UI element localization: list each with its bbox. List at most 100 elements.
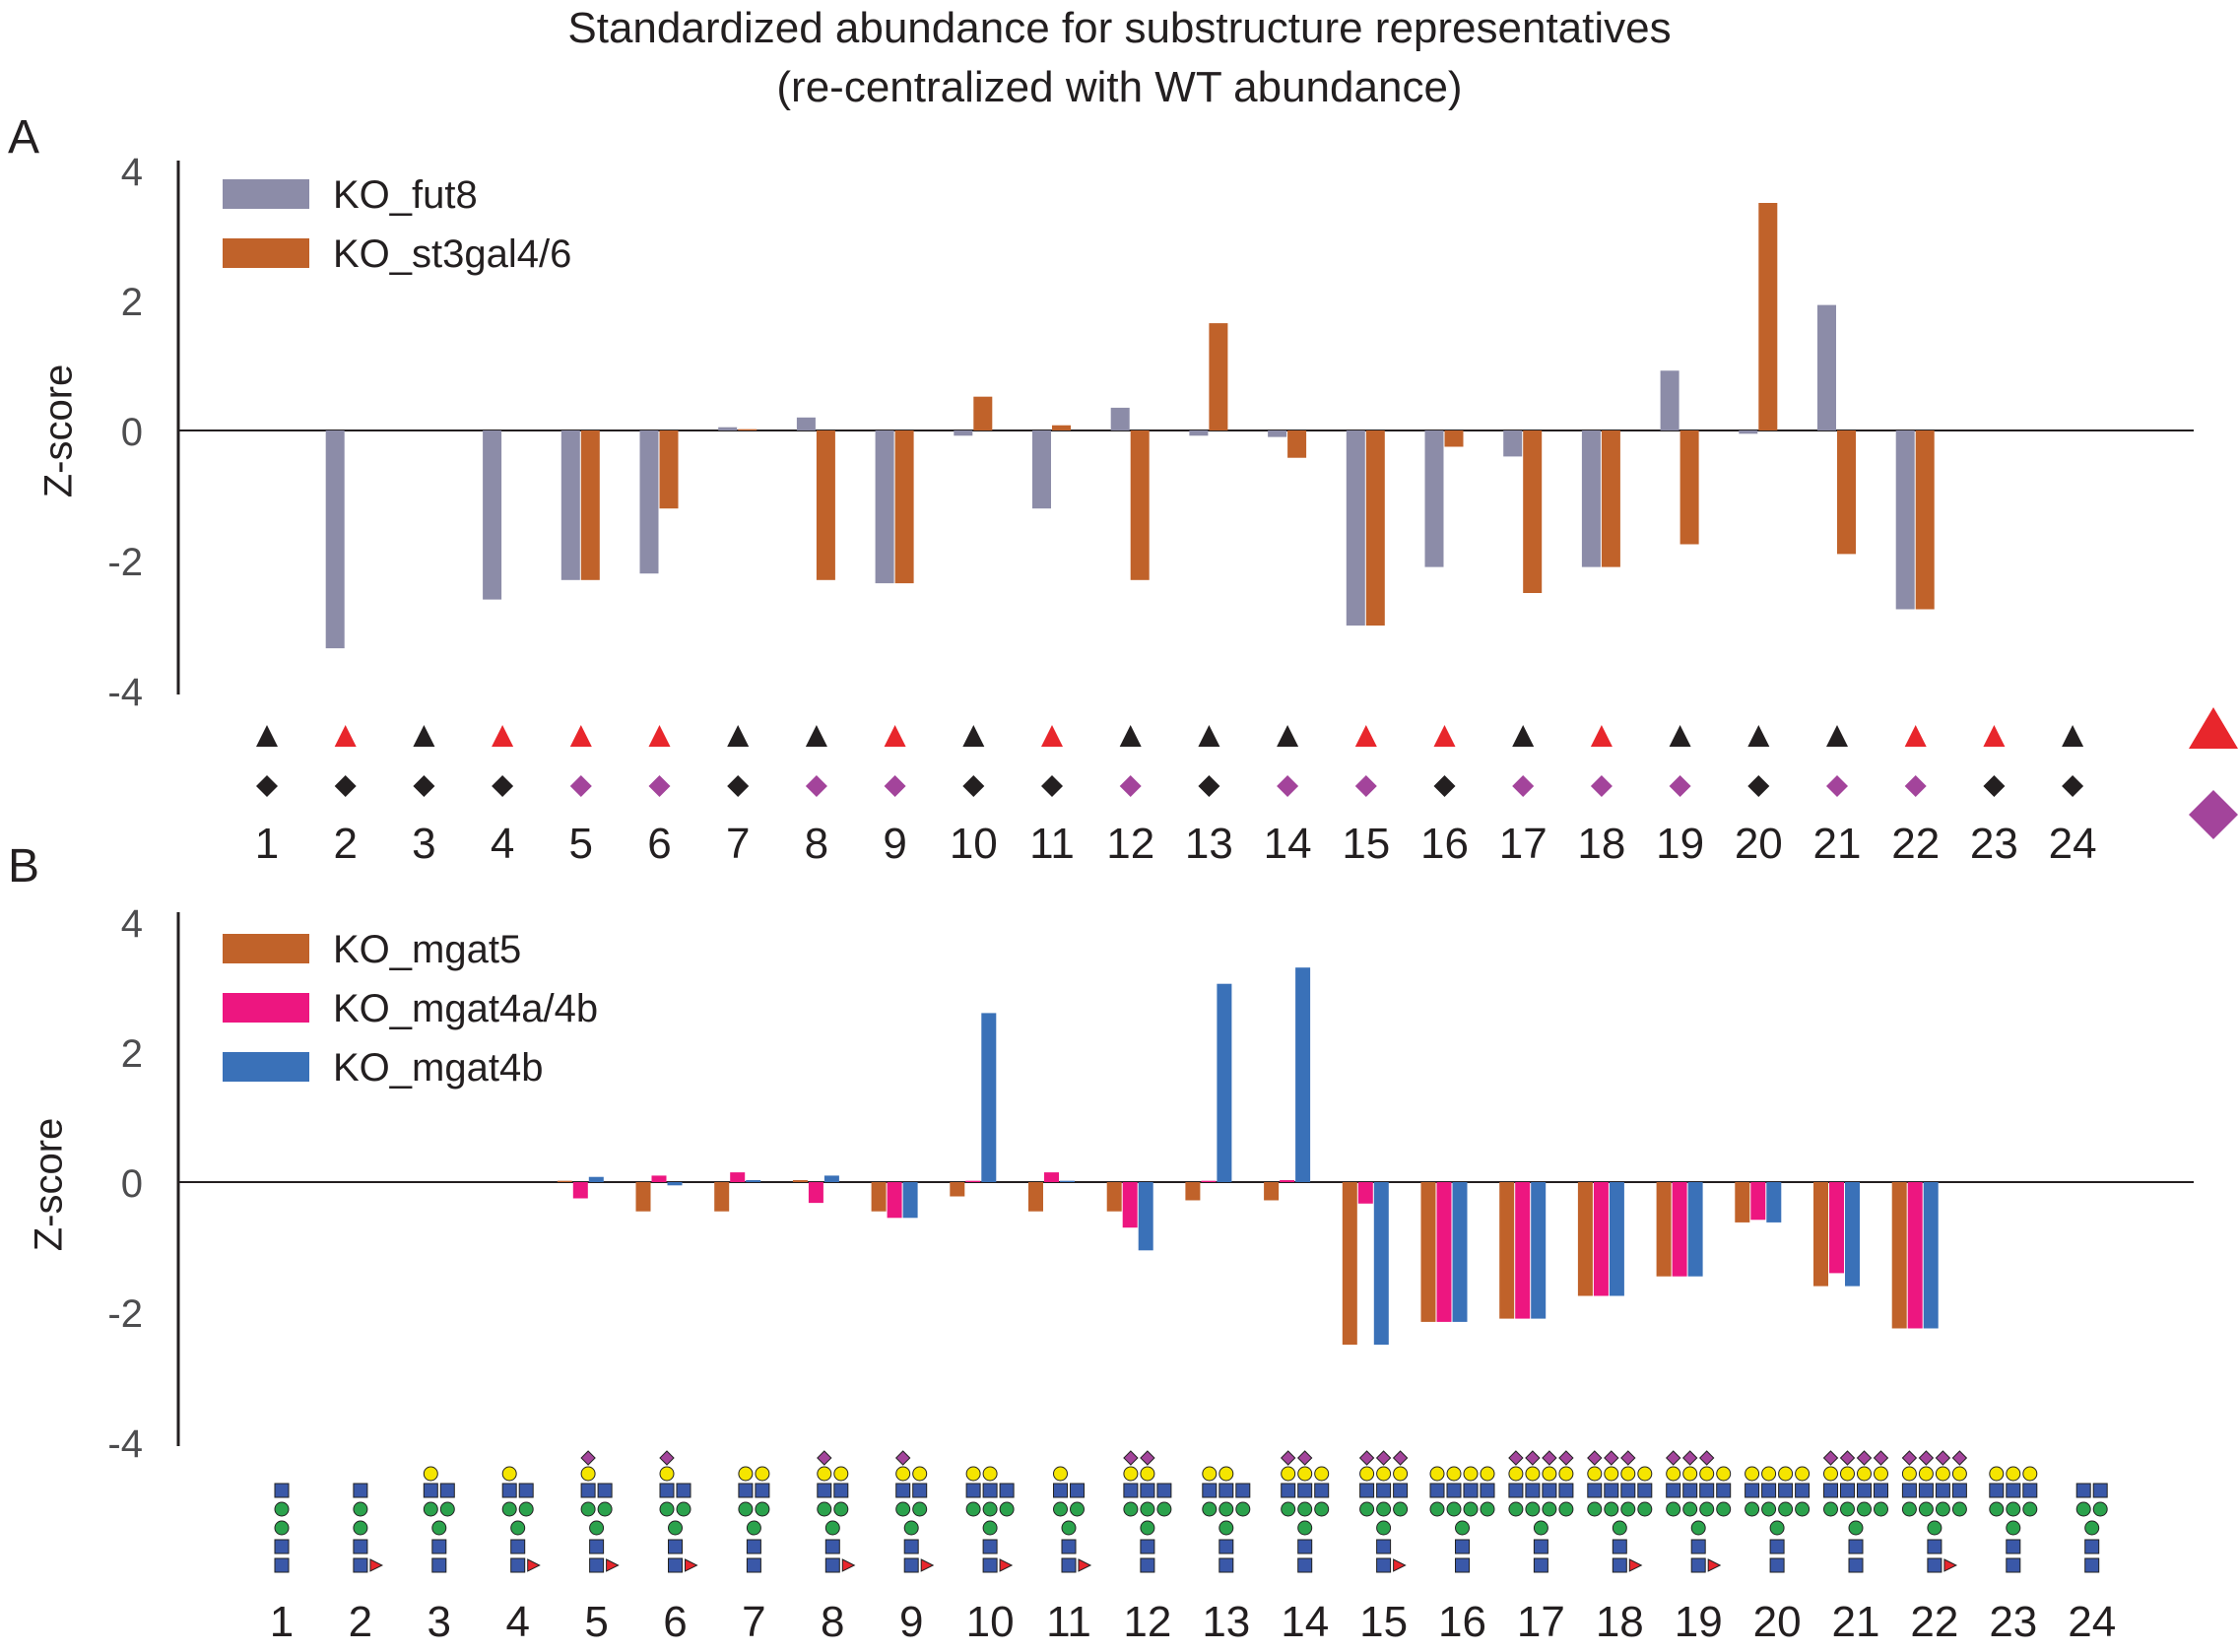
glcnac-square [597,1483,613,1498]
triangle-marker-20 [1747,725,1770,747]
glcnac-square [501,1483,517,1498]
fucose-triangle [527,1558,541,1572]
mannose-circle [1235,1501,1251,1517]
glcnac-square [1218,1557,1234,1573]
bar-KO-mgat5-19 [1656,1182,1672,1277]
mannose-circle [1620,1501,1636,1517]
glcnac-square [1202,1483,1218,1498]
diamond-marker-24 [2062,775,2084,797]
mannose-circle [518,1501,534,1517]
glcnac-square [912,1483,928,1498]
glcnac-square [1848,1557,1864,1573]
diamond-marker-9 [884,775,906,797]
galactose-circle [1989,1466,2005,1482]
glcnac-square [1455,1539,1470,1554]
triangle-marker-11 [1041,725,1063,747]
galactose-circle [1857,1466,1872,1482]
bar-KO-fut8-20 [1739,430,1758,434]
triangle-marker-10 [962,725,985,747]
glcnac-square [965,1483,981,1498]
bar-KO-mgat5-14 [1264,1182,1280,1201]
galactose-circle [1918,1466,1934,1482]
triangle-marker-21 [1826,725,1848,747]
glcnac-square [1857,1483,1872,1498]
mannose-circle [912,1501,928,1517]
diamond-marker-15 [1354,775,1377,797]
glcnac-square [676,1483,691,1498]
diamond-marker-21 [1826,775,1848,797]
glcnac-square [1533,1539,1548,1554]
y-tick-label: 2 [121,1032,143,1076]
glcnac-square [2092,1483,2108,1498]
category-label-a: 19 [1656,820,1704,868]
galactose-circle [1463,1466,1479,1482]
mannose-circle [597,1501,613,1517]
sialic-acid-diamond [1123,1450,1139,1466]
glcnac-square [1376,1557,1392,1573]
mannose-circle [1218,1501,1234,1517]
diamond-marker-13 [1198,775,1220,797]
sialic-acid-diamond [1358,1450,1375,1466]
glcnac-square [1745,1483,1760,1498]
mannose-circle [2006,1501,2021,1517]
glcnac-square [833,1483,849,1498]
glcnac-square [1848,1539,1864,1554]
bar-KO-st3gal4-6-5 [580,430,600,580]
mannose-circle [1637,1501,1653,1517]
glcnac-square [1376,1483,1392,1498]
bar-KO-mgat4b-22 [1923,1182,1939,1329]
category-label-b: 1 [270,1598,294,1646]
y-tick-label: 4 [121,151,143,194]
glcnac-square [1682,1483,1698,1498]
mannose-circle [589,1520,605,1536]
mannose-circle [1429,1501,1445,1517]
bar-KO-st3gal4-6-6 [659,430,679,509]
mannose-circle [353,1501,368,1517]
bar-KO-mgat4b-12 [1138,1182,1153,1251]
bar-KO-st3gal4-6-13 [1209,323,1228,430]
sialic-acid-diamond [1604,1450,1619,1466]
panel-b-label: B [8,840,40,892]
mannose-circle [1123,1501,1139,1517]
bar-KO-mgat5-16 [1420,1182,1436,1322]
glcnac-square [1314,1483,1330,1498]
glcnac-square [1508,1483,1524,1498]
bar-KO-fut8-10 [954,430,973,436]
glcnac-square [824,1539,840,1554]
mannose-circle [668,1520,683,1536]
category-label-a: 6 [647,820,671,868]
glcnac-square [1140,1483,1155,1498]
glcnac-square [431,1557,447,1573]
mannose-circle [738,1501,754,1517]
bar-KO-mgat5-22 [1891,1182,1907,1329]
glcnac-square [895,1483,911,1498]
glcnac-square [518,1483,534,1498]
glcnac-square [1690,1539,1706,1554]
mannose-circle [824,1520,840,1536]
bar-KO-mgat5-17 [1499,1182,1515,1319]
mannose-circle [1376,1520,1392,1536]
triangle-marker-16 [1433,725,1456,747]
galactose-circle [833,1466,849,1482]
mannose-circle [999,1501,1015,1517]
mannose-circle [1525,1501,1541,1517]
bar-KO-fut8-9 [875,430,894,584]
category-label-a: 13 [1185,820,1233,868]
glcnac-square [982,1539,998,1554]
mannose-circle [833,1501,849,1517]
y-tick-label: -4 [107,1422,143,1466]
mannose-circle [1297,1501,1313,1517]
galactose-circle [1620,1466,1636,1482]
glcnac-square [2022,1483,2038,1498]
glcnac-square [1927,1539,1943,1554]
triangle-marker-24 [2062,725,2084,747]
galactose-circle [1778,1466,1794,1482]
category-label-b: 24 [2068,1598,2116,1646]
category-label-a: 18 [1577,820,1625,868]
glcnac-square [1070,1483,1085,1498]
red-triangle-key [2189,707,2238,749]
galactose-circle [501,1466,517,1482]
bar-KO-mgat4a-4b-10 [965,1180,981,1182]
mannose-circle [1359,1501,1375,1517]
bar-KO-mgat4b-13 [1217,983,1232,1182]
